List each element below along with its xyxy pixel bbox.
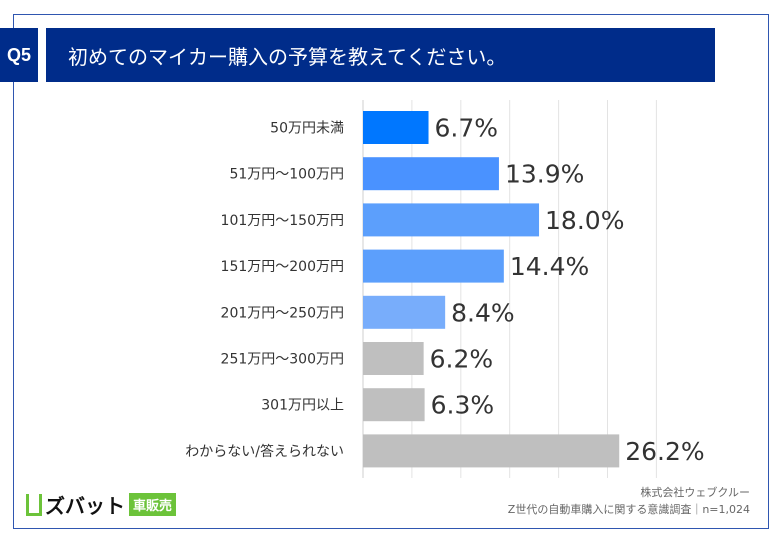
value-label: 6.3% <box>431 391 495 420</box>
bar <box>363 434 620 468</box>
chart-frame <box>13 14 769 529</box>
value-label: 8.4% <box>451 298 515 327</box>
category-label: 151万円〜200万円 <box>221 259 344 275</box>
logo-sub: 車販売 <box>129 493 177 516</box>
category-label: 201万円〜250万円 <box>221 305 344 321</box>
value-label: 6.2% <box>430 345 494 374</box>
question-title: 初めてのマイカー購入の予算を教えてください。 <box>46 28 715 82</box>
category-label: 51万円〜100万円 <box>229 167 344 183</box>
category-label: わからない/答えられない <box>185 443 344 460</box>
value-label: 13.9% <box>505 160 584 189</box>
logo-icon <box>26 493 42 516</box>
value-label: 18.0% <box>545 206 624 235</box>
bar <box>363 388 425 422</box>
bar <box>363 295 446 329</box>
bar <box>363 249 504 283</box>
value-label: 26.2% <box>625 437 704 466</box>
bar <box>363 203 540 237</box>
category-label: 301万円以上 <box>261 398 344 414</box>
category-label: 101万円〜150万円 <box>221 213 344 229</box>
logo-text: ズバット <box>45 496 125 518</box>
value-label: 6.7% <box>435 114 499 143</box>
bar <box>363 111 429 144</box>
company-name: 株式会社ウェブクルー <box>640 486 750 499</box>
value-label: 14.4% <box>510 252 589 281</box>
survey-info: Z世代の自動車購入に関する意識調査｜n=1,024 <box>507 503 750 516</box>
category-label: 50万円未満 <box>270 121 344 137</box>
credit: 株式会社ウェブクルー Z世代の自動車購入に関する意識調査｜n=1,024 <box>508 484 750 518</box>
question-badge: Q5 <box>0 28 38 82</box>
logo: ズバット 車販売 <box>26 490 177 519</box>
bar <box>363 342 424 375</box>
category-label: 251万円〜300万円 <box>221 352 344 368</box>
bar <box>363 157 499 191</box>
